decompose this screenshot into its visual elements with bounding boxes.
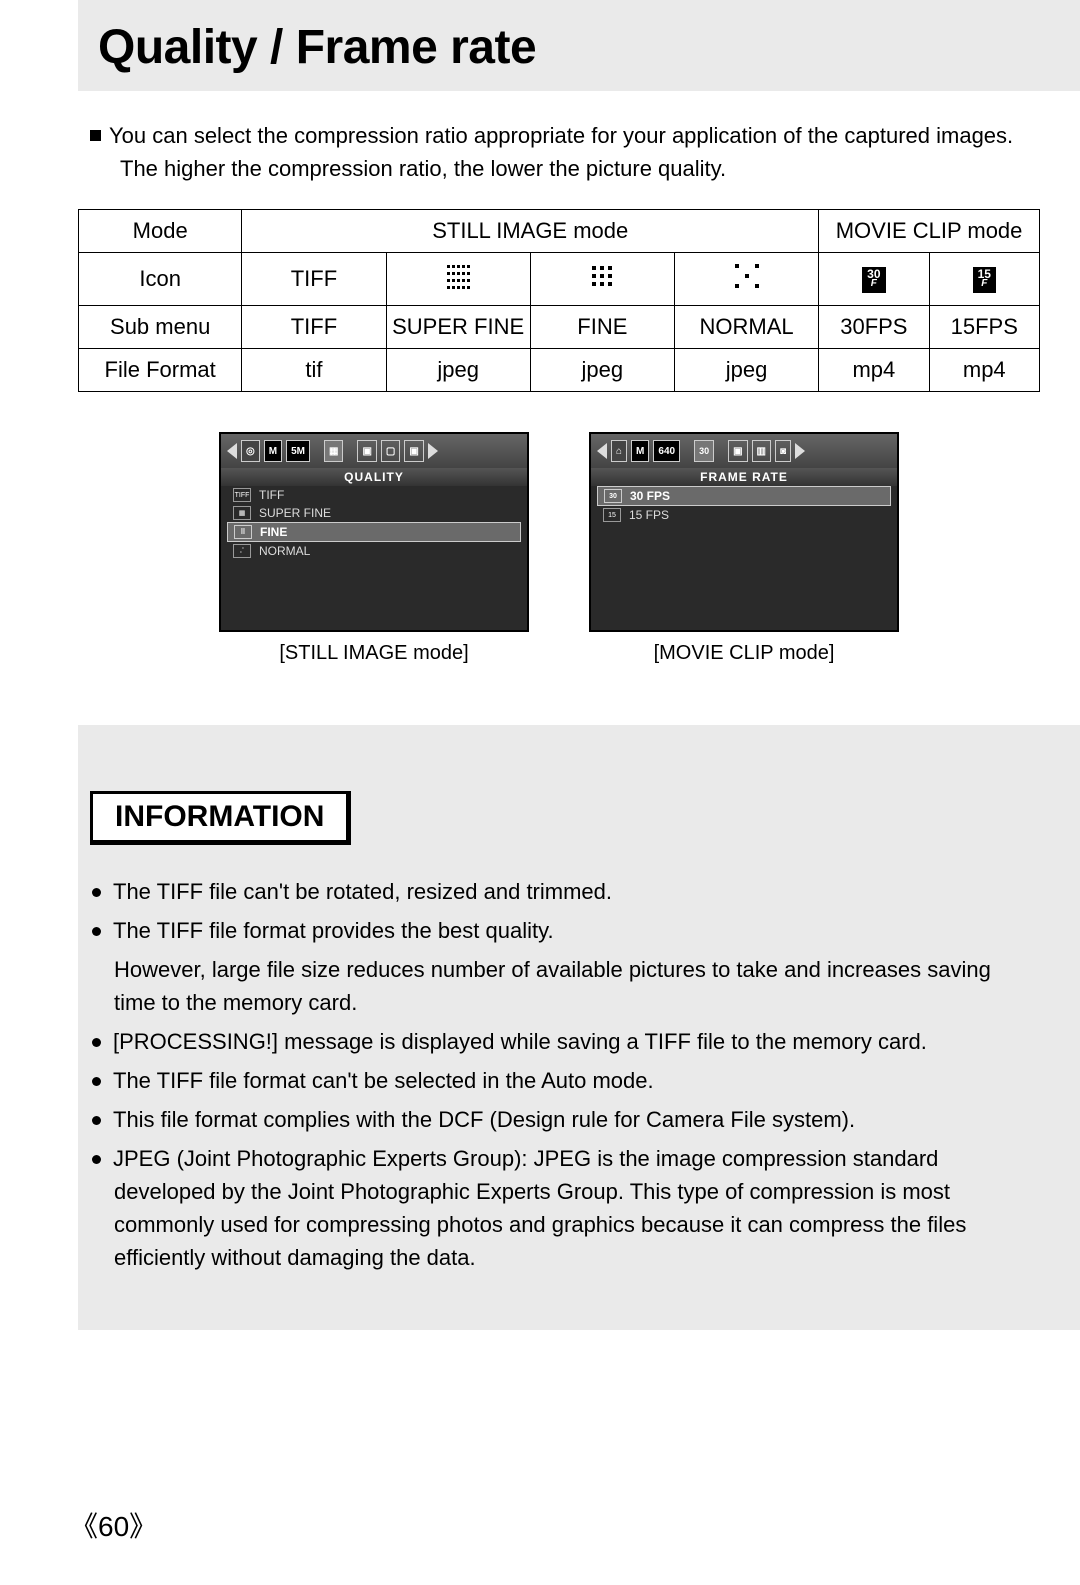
screen-caption: [STILL IMAGE mode] [219, 642, 529, 665]
menu-item: ⠌NORMAL [221, 542, 527, 560]
info-bullet: The TIFF file can't be rotated, resized … [114, 875, 1030, 908]
icon-fine [530, 253, 674, 306]
info-bullet: [PROCESSING!] message is displayed while… [114, 1025, 1030, 1058]
menu-item-selected: ⠿FINE [227, 522, 521, 542]
info-section: INFORMATION The TIFF file can't be rotat… [78, 725, 1080, 1330]
framerate-menu: 3030 FPS 1515 FPS [591, 486, 897, 524]
icon-superfine [386, 253, 530, 306]
menu-item: TIFFTIFF [221, 486, 527, 504]
info-bullet: The TIFF file format can't be selected i… [114, 1064, 1030, 1097]
table-row-submenu: Sub menu TIFF SUPER FINE FINE NORMAL 30F… [79, 306, 1040, 349]
table-row-mode: Mode [79, 210, 242, 253]
icon-tiff: TIFF [242, 253, 386, 306]
menu-item-selected: 3030 FPS [597, 486, 891, 506]
lcd-title: FRAME RATE [591, 468, 897, 486]
table-row-format: File Format tif jpeg jpeg jpeg mp4 mp4 [79, 349, 1040, 392]
info-bullet: The TIFF file format provides the best q… [114, 914, 1030, 947]
menu-item: 1515 FPS [591, 506, 897, 524]
menu-item: ▦SUPER FINE [221, 504, 527, 522]
still-screen: ◎ M 5M ▦ ▣ ▢ ▣ QUALITY TIFFTIFF ▦ [219, 432, 529, 665]
lcd-title: QUALITY [221, 468, 527, 486]
lcd-top-icons: ⌂ M 640 30 ▣ ▥ ◙ [591, 434, 897, 468]
icon-normal [674, 253, 818, 306]
icon-30fps: 30F [819, 253, 929, 306]
quality-menu: TIFFTIFF ▦SUPER FINE ⠿FINE ⠌NORMAL [221, 486, 527, 560]
intro-text: You can select the compression ratio app… [90, 119, 1040, 185]
table-header-still: STILL IMAGE mode [242, 210, 819, 253]
info-heading: INFORMATION [90, 791, 351, 845]
lcd-top-icons: ◎ M 5M ▦ ▣ ▢ ▣ [221, 434, 527, 468]
table-row-icon: Icon TIFF 30F 15F [79, 253, 1040, 306]
table-header-movie: MOVIE CLIP mode [819, 210, 1040, 253]
screen-caption: [MOVIE CLIP mode] [589, 642, 899, 665]
info-bullet-cont: However, large file size reduces number … [114, 953, 1030, 1019]
info-bullet: This file format complies with the DCF (… [114, 1103, 1030, 1136]
icon-15fps: 15F [929, 253, 1039, 306]
quality-table: Mode STILL IMAGE mode MOVIE CLIP mode Ic… [78, 209, 1040, 392]
info-bullet: JPEG (Joint Photographic Experts Group):… [114, 1142, 1030, 1274]
page-number: 《60》 [70, 1505, 157, 1545]
intro-line1: You can select the compression ratio app… [109, 123, 1013, 148]
movie-screen: ⌂ M 640 30 ▣ ▥ ◙ FRAME RATE 3030 FPS [589, 432, 899, 665]
page-title: Quality / Frame rate [78, 0, 1080, 91]
intro-line2: The higher the compression ratio, the lo… [120, 152, 1040, 185]
